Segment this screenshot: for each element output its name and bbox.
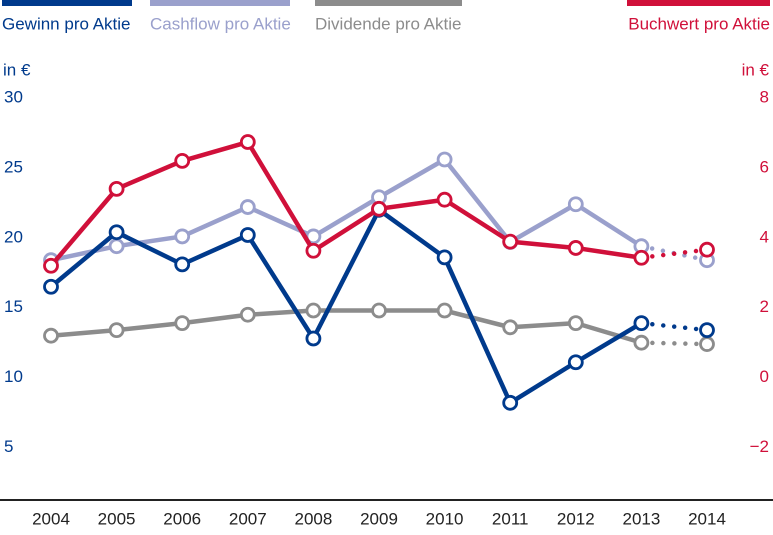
x-tick-label: 2012	[557, 509, 595, 528]
x-tick-label: 2006	[163, 509, 201, 528]
point	[174, 315, 191, 332]
legend-swatch	[150, 0, 290, 6]
y2-tick-label: 2	[760, 297, 769, 316]
y-tick-label: 10	[4, 367, 23, 386]
point	[108, 224, 125, 241]
y-tick-label: 20	[4, 227, 23, 246]
point	[502, 394, 519, 411]
point	[43, 278, 59, 295]
x-tick-label: 2013	[622, 509, 660, 528]
point	[436, 302, 453, 319]
series-line-dotted	[639, 340, 710, 347]
point	[567, 354, 584, 371]
point	[699, 241, 715, 258]
x-tick-label: 2005	[98, 509, 136, 528]
series-line	[49, 139, 642, 268]
point	[239, 134, 256, 150]
y-tick-label: 5	[4, 437, 13, 456]
point	[567, 196, 584, 213]
x-tick-label: 2014	[688, 509, 726, 528]
y-axis-label: in €	[3, 60, 31, 79]
legend-swatch	[2, 0, 132, 6]
point	[108, 180, 125, 197]
point	[108, 238, 125, 255]
point	[436, 249, 453, 266]
point	[108, 322, 125, 339]
point	[567, 315, 584, 332]
point	[305, 330, 322, 347]
y-tick-label: 15	[4, 297, 23, 316]
y2-axis-label: in €	[742, 60, 770, 79]
series-line-dotted	[639, 320, 710, 333]
point	[371, 200, 387, 217]
point	[239, 227, 256, 243]
x-tick-label: 2010	[426, 509, 464, 528]
point	[436, 191, 453, 208]
point	[174, 228, 191, 245]
series-line	[50, 308, 643, 345]
point	[174, 153, 191, 169]
series-line-dotted	[639, 247, 710, 260]
x-tick-label: 2008	[294, 509, 332, 528]
legend-label: Buchwert pro Aktie	[628, 14, 770, 33]
x-tick-label: 2004	[32, 509, 70, 528]
y2-tick-label: 6	[760, 157, 769, 176]
point	[502, 319, 519, 336]
legend-label: Dividende pro Aktie	[315, 14, 461, 33]
x-tick-label: 2007	[229, 509, 267, 528]
y2-tick-label: 4	[760, 227, 769, 246]
legend-label: Gewinn pro Aktie	[2, 14, 131, 33]
point	[633, 315, 650, 332]
point	[633, 249, 650, 266]
series-line	[50, 157, 643, 263]
point	[43, 327, 59, 344]
point	[305, 242, 322, 259]
point	[239, 306, 256, 323]
point	[567, 240, 584, 256]
y2-tick-label: −2	[750, 437, 769, 456]
y2-tick-label: 8	[760, 87, 769, 106]
point	[502, 233, 519, 250]
point	[305, 302, 322, 319]
x-tick-label: 2009	[360, 509, 398, 528]
point	[239, 199, 256, 215]
legend-swatch	[627, 0, 770, 6]
point	[436, 151, 453, 168]
y2-tick-label: 0	[760, 367, 769, 386]
point	[633, 334, 650, 351]
point	[43, 257, 59, 274]
legend-label: Cashflow pro Aktie	[150, 14, 291, 33]
point	[371, 302, 387, 319]
legend-swatch	[315, 0, 462, 6]
y-tick-label: 25	[4, 157, 23, 176]
point	[699, 336, 715, 352]
x-tick-label: 2011	[492, 509, 529, 528]
y-tick-label: 30	[4, 87, 23, 106]
series-line	[49, 207, 643, 406]
point	[174, 256, 191, 273]
point	[699, 322, 715, 339]
